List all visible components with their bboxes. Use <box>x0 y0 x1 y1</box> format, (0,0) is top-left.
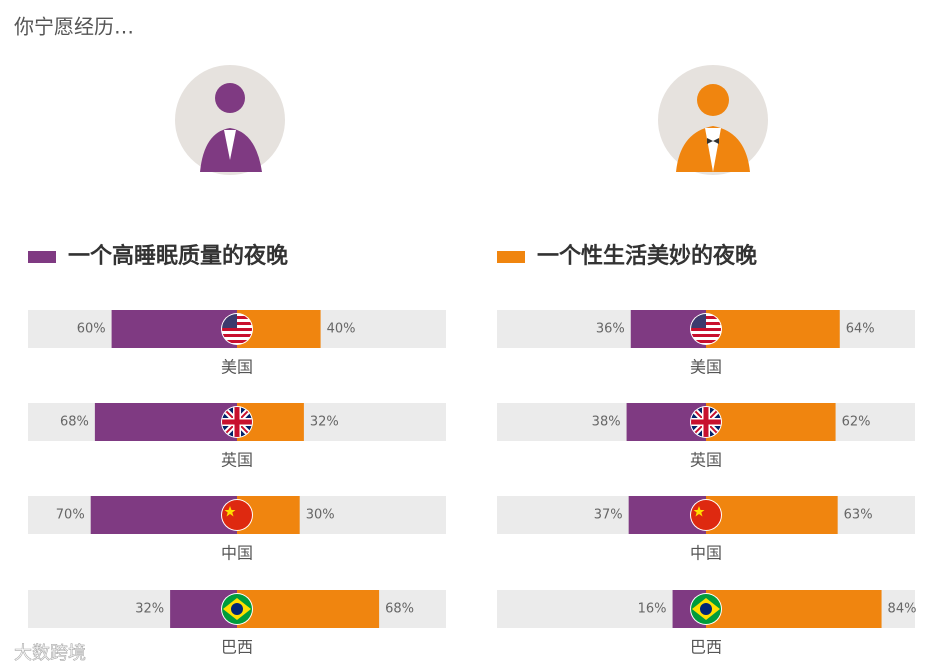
value-label: 30% <box>306 508 335 523</box>
flag <box>691 500 721 530</box>
woman-icon <box>175 65 285 175</box>
bar <box>706 403 836 441</box>
category-label: 中国 <box>690 544 722 563</box>
bar <box>706 590 882 628</box>
value-label: 84% <box>888 602 917 617</box>
legend-swatch <box>28 251 56 263</box>
flag <box>691 314 721 344</box>
bar <box>111 310 237 348</box>
value-label: 70% <box>56 508 85 523</box>
category-label: 英国 <box>221 451 253 470</box>
category-label: 巴西 <box>221 638 253 657</box>
value-label: 36% <box>596 322 625 337</box>
category-label: 美国 <box>690 358 722 377</box>
bar <box>706 310 840 348</box>
value-label: 37% <box>594 508 623 523</box>
value-label: 16% <box>638 602 667 617</box>
value-label: 62% <box>842 415 871 430</box>
legend-swatch <box>497 251 525 263</box>
category-label: 美国 <box>221 358 253 377</box>
value-label: 38% <box>592 415 621 430</box>
value-label: 63% <box>844 508 873 523</box>
value-label: 64% <box>846 322 875 337</box>
value-label: 60% <box>77 322 106 337</box>
bar <box>90 496 237 534</box>
flag <box>222 500 252 530</box>
value-label: 32% <box>310 415 339 430</box>
flag <box>222 314 252 344</box>
category-label: 中国 <box>221 544 253 563</box>
value-label: 32% <box>135 602 164 617</box>
page-title: 你宁愿经历… <box>14 15 134 39</box>
flag <box>222 407 252 437</box>
legend-label: 一个高睡眠质量的夜晚 <box>68 243 288 269</box>
flag <box>691 407 721 437</box>
flag <box>691 594 721 624</box>
value-label: 68% <box>60 415 89 430</box>
value-label: 68% <box>385 602 414 617</box>
category-label: 英国 <box>690 451 722 470</box>
bar <box>237 590 380 628</box>
legend-label: 一个性生活美妙的夜晚 <box>537 243 757 269</box>
category-label: 巴西 <box>690 638 722 657</box>
bar <box>94 403 237 441</box>
man-icon <box>658 65 768 175</box>
value-label: 40% <box>327 322 356 337</box>
watermark: 大数跨境 <box>14 643 86 664</box>
bar <box>706 496 838 534</box>
flag <box>222 594 252 624</box>
